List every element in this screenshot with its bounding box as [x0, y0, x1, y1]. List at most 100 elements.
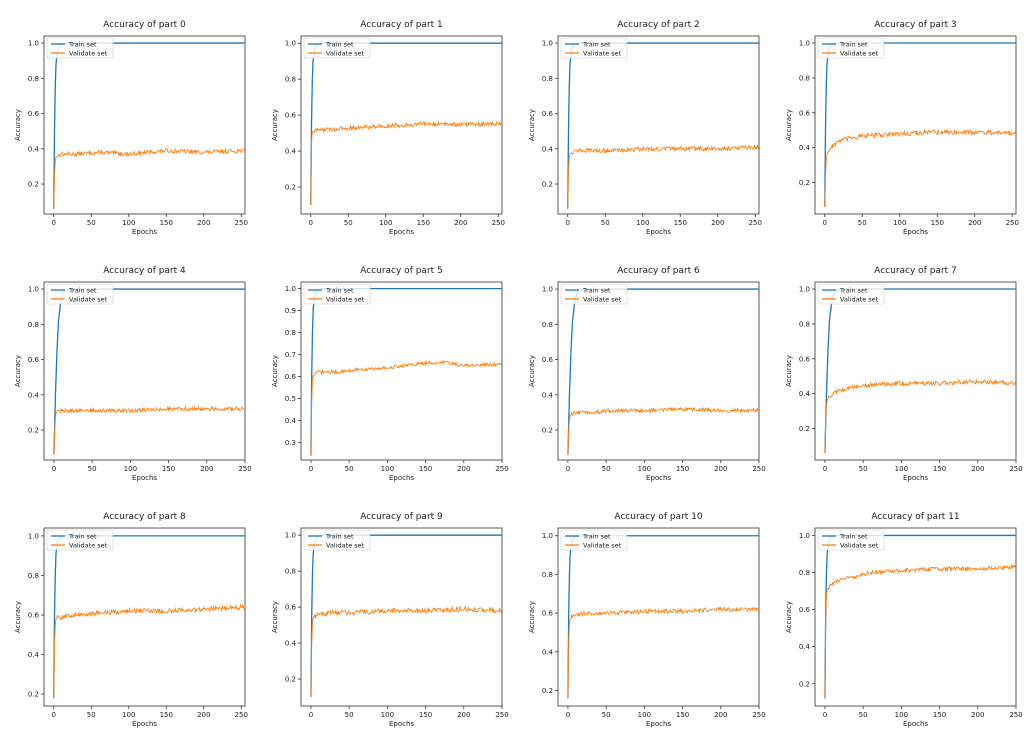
chart-panel-part-10: Accuracy of part 10 0 50 100 150 200 250 0.2 0.4…: [514, 492, 771, 738]
y-tick-label: 0.5: [285, 395, 296, 403]
x-tick-label: 150: [417, 219, 430, 227]
x-tick-label: 250: [752, 711, 765, 719]
x-tick-label: 0: [566, 711, 570, 719]
x-axis-label: Epochs: [389, 474, 414, 482]
x-tick-label: 50: [87, 219, 96, 227]
x-tick-label: 250: [235, 219, 248, 227]
chart-panel-part-3: Accuracy of part 3 0 50 100 150 200 250 0.2 0.4 0…: [771, 0, 1028, 246]
x-tick-label: 0: [309, 219, 313, 227]
train-set-line: [567, 535, 759, 699]
legend-label: Train set: [582, 533, 611, 541]
chart-svg: Accuracy of part 2 0 50 100 150 200 250 0.2 0.4 0…: [528, 20, 762, 236]
y-tick-label: 0.6: [28, 356, 40, 364]
plot-frame: [300, 527, 503, 707]
chart-svg: Accuracy of part 8 0 50 100 150 200 250 0.2 0.4 0…: [14, 512, 248, 728]
y-tick-label: 0.2: [285, 184, 296, 192]
y-tick-label: 0.6: [542, 610, 554, 618]
x-tick-label: 200: [971, 465, 984, 473]
y-tick-label: 0.8: [285, 568, 296, 576]
x-tick-label: 200: [457, 711, 470, 719]
x-tick-label: 100: [893, 219, 906, 227]
validate-set-line: [824, 128, 1016, 208]
y-tick-label: 0.6: [285, 112, 297, 120]
y-tick-label: 0.4: [799, 643, 811, 651]
chart-panel-part-1: Accuracy of part 1 0 50 100 150 200 250 0.2 0.4 0…: [257, 0, 514, 246]
x-tick-label: 150: [933, 711, 946, 719]
legend-label: Train set: [325, 41, 354, 49]
x-tick-label: 100: [895, 711, 908, 719]
x-tick-label: 100: [381, 711, 394, 719]
y-tick-label: 0.6: [285, 373, 297, 381]
y-tick-label: 1.0: [285, 285, 296, 293]
y-tick-label: 0.6: [28, 612, 40, 620]
x-tick-label: 50: [87, 711, 96, 719]
plot-frame: [43, 281, 246, 461]
x-tick-label: 0: [52, 711, 56, 719]
plot-frame: [557, 281, 760, 461]
legend-label: Validate set: [69, 542, 108, 550]
y-tick-label: 0.9: [285, 307, 296, 315]
legend-label: Validate set: [583, 50, 622, 58]
y-tick-label: 0.4: [285, 148, 297, 156]
y-tick-label: 0.4: [28, 145, 40, 153]
chart-title: Accuracy of part 11: [871, 512, 959, 522]
validate-set-line: [567, 143, 759, 209]
y-tick-label: 0.8: [285, 76, 296, 84]
x-axis-label: Epochs: [389, 720, 414, 728]
legend-label: Validate set: [583, 296, 622, 304]
y-tick-label: 0.2: [542, 427, 553, 435]
validate-set-line: [824, 378, 1016, 454]
x-tick-label: 250: [492, 219, 505, 227]
y-tick-label: 1.0: [28, 40, 39, 48]
legend-label: Validate set: [69, 296, 108, 304]
legend-label: Train set: [68, 533, 97, 541]
plot-frame: [557, 35, 760, 215]
x-tick-label: 0: [309, 711, 313, 719]
y-tick-label: 1.0: [285, 40, 296, 48]
x-axis-label: Epochs: [903, 228, 928, 236]
x-tick-label: 150: [162, 465, 175, 473]
chart-panel-part-4: Accuracy of part 4 0 50 100 150 200 250 0.2 0.4 0…: [0, 246, 257, 492]
x-tick-label: 150: [933, 465, 946, 473]
x-tick-label: 50: [601, 219, 610, 227]
x-axis-label: Epochs: [903, 474, 928, 482]
y-tick-label: 0.4: [542, 145, 554, 153]
x-tick-label: 250: [495, 465, 508, 473]
validate-set-line: [310, 120, 502, 206]
x-axis-label: Epochs: [132, 474, 157, 482]
train-set-line: [567, 42, 759, 209]
y-tick-label: 1.0: [28, 532, 39, 540]
validate-set-line: [824, 563, 1016, 699]
y-axis-label: Accuracy: [14, 355, 22, 387]
y-tick-label: 0.8: [542, 321, 553, 329]
x-axis-label: Epochs: [132, 720, 157, 728]
validate-set-line: [310, 605, 502, 698]
validate-set-line: [53, 405, 245, 455]
x-tick-label: 150: [160, 219, 173, 227]
x-axis-label: Epochs: [389, 228, 414, 236]
x-tick-label: 0: [52, 219, 56, 227]
x-tick-label: 200: [714, 465, 727, 473]
y-tick-label: 0.6: [799, 355, 811, 363]
chart-panel-part-6: Accuracy of part 6 0 50 100 150 200 250 0.2 0.4 0…: [514, 246, 771, 492]
x-tick-label: 200: [971, 711, 984, 719]
legend-label: Validate set: [583, 542, 622, 550]
y-tick-label: 0.2: [28, 427, 39, 435]
x-tick-label: 150: [674, 219, 687, 227]
x-tick-label: 50: [858, 219, 867, 227]
y-axis-label: Accuracy: [271, 355, 279, 387]
y-tick-label: 0.2: [799, 179, 810, 187]
y-tick-label: 0.2: [28, 691, 39, 699]
train-set-line: [824, 42, 1016, 208]
x-tick-label: 100: [122, 711, 135, 719]
x-tick-label: 250: [749, 219, 762, 227]
legend-label: Train set: [839, 533, 868, 541]
chart-title: Accuracy of part 1: [360, 20, 443, 30]
chart-panel-part-8: Accuracy of part 8 0 50 100 150 200 250 0.2 0.4 0…: [0, 492, 257, 738]
chart-svg: Accuracy of part 4 0 50 100 150 200 250 0.2 0.4 0…: [14, 266, 252, 482]
